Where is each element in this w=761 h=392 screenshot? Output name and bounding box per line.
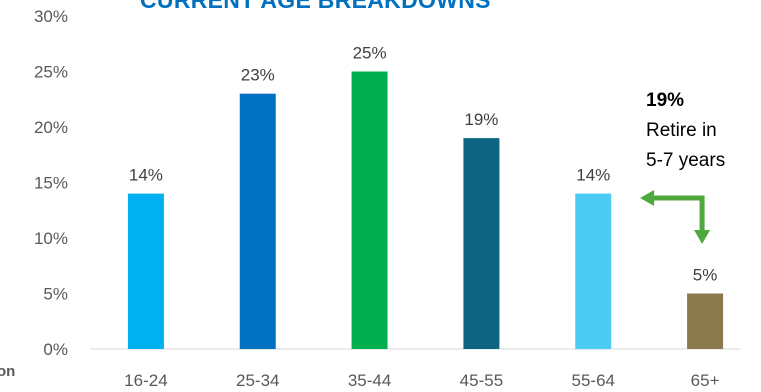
bars: 14% 16-24 23% 25-34 25% 35-44 19% 45-55 14% 55-64… <box>124 44 724 390</box>
y-tick-label: 30% <box>34 7 68 26</box>
bar-25-34 <box>239 93 276 349</box>
y-tick-label: 5% <box>43 285 68 304</box>
retire-percent: 19% <box>646 90 685 111</box>
y-tick-label: 25% <box>34 63 68 82</box>
x-tick-label-55-64: 55-64 <box>572 371 615 390</box>
bar-65+ <box>687 293 724 349</box>
retire-arrow <box>640 190 711 244</box>
bar-45-55 <box>463 138 500 349</box>
retire-line-1: Retire in <box>646 120 717 141</box>
bar-35-44 <box>351 71 388 349</box>
y-tick-label: 0% <box>43 340 68 359</box>
arrow-head-left-icon <box>640 190 655 206</box>
x-tick-label-16-24: 16-24 <box>124 371 167 390</box>
retirement-annotation: 19% Retire in 5-7 years <box>646 86 725 176</box>
retire-arrow-line <box>652 195 705 234</box>
data-label-65+: 5% <box>693 266 718 285</box>
data-label-35-44: 25% <box>353 44 387 63</box>
y-tick-label: 10% <box>34 229 68 248</box>
y-axis: 0% 5% 10% 15% 20% 25% 30% <box>34 7 740 359</box>
arrow-head-down-icon <box>694 230 711 244</box>
bar-55-64 <box>575 193 612 349</box>
y-tick-label: 15% <box>34 174 68 193</box>
chart-title: CURRENT AGE BREAKDOWNS <box>140 0 491 13</box>
data-label-45-55: 19% <box>464 110 498 129</box>
x-tick-label-25-34: 25-34 <box>236 371 279 390</box>
data-label-25-34: 23% <box>241 66 275 85</box>
data-label-16-24: 14% <box>129 166 163 185</box>
x-tick-label-65+: 65+ <box>691 371 720 390</box>
x-tick-label-35-44: 35-44 <box>348 371 391 390</box>
retire-line-2: 5-7 years <box>646 150 726 171</box>
bar-16-24 <box>127 193 164 349</box>
side-label-fragment: on <box>0 363 16 380</box>
x-tick-label-45-55: 45-55 <box>460 371 503 390</box>
data-label-55-64: 14% <box>576 166 610 185</box>
y-tick-label: 20% <box>34 118 68 137</box>
